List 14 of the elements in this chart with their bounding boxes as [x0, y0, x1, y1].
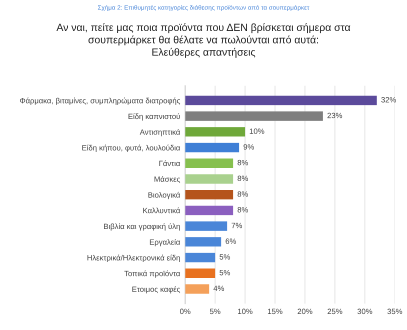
- chart-title: Αν ναι, πείτε μας ποια προϊόντα που ΔΕΝ βρίσκεται σήμερα στα σουπερμάρκετ θα θέλατε να πωλούνται από αυτά: Ελεύθερες απαντήσεις: [56, 23, 350, 58]
- bar: [185, 284, 210, 294]
- bar: [185, 206, 234, 216]
- bar: [185, 96, 377, 106]
- bar: [185, 158, 234, 168]
- bar: [185, 221, 228, 231]
- bar: [185, 268, 216, 278]
- bar: [185, 174, 234, 184]
- bar: [185, 142, 240, 152]
- bar: [185, 252, 216, 262]
- bar: [185, 111, 323, 121]
- bar: [185, 127, 246, 137]
- bar: [185, 237, 222, 247]
- bar: [185, 190, 234, 200]
